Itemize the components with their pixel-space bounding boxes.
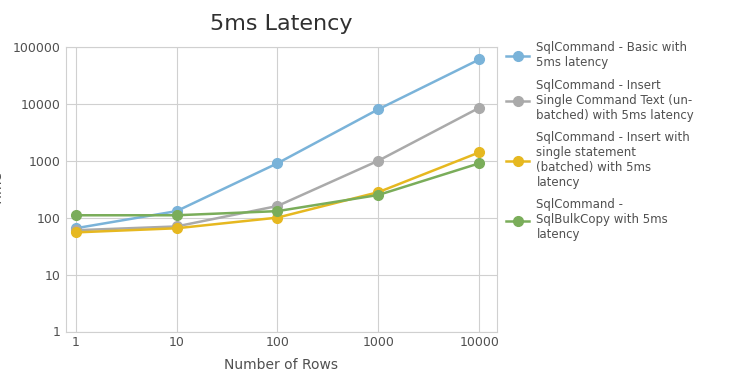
- SqlCommand - Insert
Single Command Text (un-
batched) with 5ms latency: [273, 204, 282, 208]
- SqlCommand - Insert
Single Command Text (un-
batched) with 5ms latency: [71, 228, 80, 232]
- SqlCommand - Insert
Single Command Text (un-
batched) with 5ms latency: [374, 158, 383, 163]
- SqlCommand - Insert
Single Command Text (un-
batched) with 5ms latency: [172, 224, 181, 229]
- SqlCommand - Insert with
single statement
(batched) with 5ms
latency: [71, 230, 80, 235]
- Line: SqlCommand -
SqlBulkCopy with 5ms
latency: SqlCommand - SqlBulkCopy with 5ms latenc…: [71, 158, 484, 220]
- SqlCommand -
SqlBulkCopy with 5ms
latency: [475, 161, 484, 166]
- Title: 5ms Latency: 5ms Latency: [211, 14, 352, 34]
- SqlCommand - Basic with
5ms latency: [172, 209, 181, 213]
- SqlCommand - Insert
Single Command Text (un-
batched) with 5ms latency: [475, 105, 484, 110]
- Line: SqlCommand - Basic with
5ms latency: SqlCommand - Basic with 5ms latency: [71, 55, 484, 233]
- Line: SqlCommand - Insert
Single Command Text (un-
batched) with 5ms latency: SqlCommand - Insert Single Command Text …: [71, 103, 484, 235]
- SqlCommand -
SqlBulkCopy with 5ms
latency: [71, 213, 80, 218]
- SqlCommand - Basic with
5ms latency: [374, 107, 383, 112]
- SqlCommand - Basic with
5ms latency: [273, 161, 282, 166]
- SqlCommand -
SqlBulkCopy with 5ms
latency: [273, 209, 282, 213]
- Line: SqlCommand - Insert with
single statement
(batched) with 5ms
latency: SqlCommand - Insert with single statemen…: [71, 147, 484, 237]
- X-axis label: Number of Rows: Number of Rows: [224, 358, 338, 372]
- SqlCommand - Insert with
single statement
(batched) with 5ms
latency: [273, 215, 282, 220]
- SqlCommand -
SqlBulkCopy with 5ms
latency: [172, 213, 181, 218]
- Legend: SqlCommand - Basic with
5ms latency, SqlCommand - Insert
Single Command Text (un: SqlCommand - Basic with 5ms latency, Sql…: [506, 41, 694, 241]
- SqlCommand - Insert with
single statement
(batched) with 5ms
latency: [172, 226, 181, 230]
- SqlCommand - Insert with
single statement
(batched) with 5ms
latency: [374, 190, 383, 195]
- SqlCommand - Insert with
single statement
(batched) with 5ms
latency: [475, 150, 484, 155]
- Y-axis label: Time: Time: [0, 172, 4, 206]
- SqlCommand - Basic with
5ms latency: [71, 226, 80, 230]
- SqlCommand - Basic with
5ms latency: [475, 57, 484, 62]
- SqlCommand -
SqlBulkCopy with 5ms
latency: [374, 193, 383, 197]
